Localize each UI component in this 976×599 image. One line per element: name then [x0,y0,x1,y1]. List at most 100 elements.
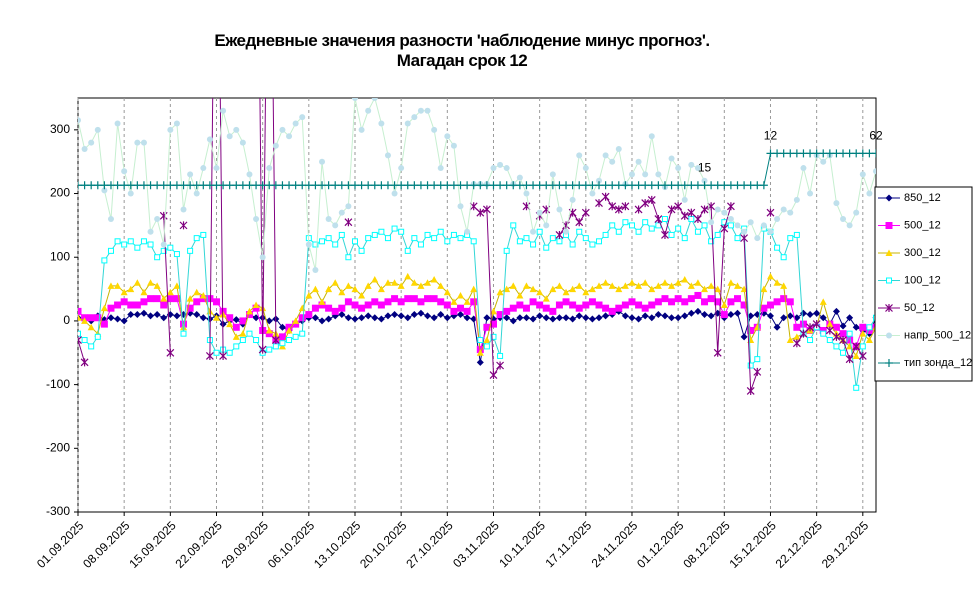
marker [562,288,570,296]
marker [193,190,200,197]
x-tick-label: 22.09.2025 [172,518,225,571]
marker [437,311,445,319]
marker [595,301,603,309]
marker [826,320,834,328]
x-tick-label: 08.12.2025 [680,518,733,571]
marker [319,238,326,245]
marker [628,279,636,286]
marker [747,326,755,334]
marker [780,254,787,261]
marker [411,114,418,121]
marker [344,298,352,306]
marker [529,315,537,323]
marker [312,266,319,273]
marker [641,304,649,312]
marker [319,158,326,165]
marker [160,295,168,302]
marker [338,311,346,319]
marker [450,298,458,305]
marker [819,326,827,334]
marker [846,330,853,337]
marker [127,190,134,197]
marker [859,330,867,337]
marker [292,333,299,340]
marker [786,336,794,344]
marker [820,330,827,337]
marker [793,333,801,340]
marker [417,298,425,306]
marker [569,196,576,203]
marker [107,314,115,322]
marker [200,165,207,172]
marker [582,314,590,322]
x-tick-label: 03.11.2025 [450,518,502,570]
marker [503,285,511,293]
marker [286,337,293,344]
marker [483,323,491,331]
marker [476,349,484,356]
marker [701,298,709,306]
marker [443,301,451,309]
legend-label: тип зонда_12 [904,357,972,369]
marker [226,133,233,140]
marker [701,177,708,184]
marker [516,238,523,245]
marker [180,323,188,331]
marker [404,295,412,303]
marker [344,218,353,227]
marker [859,323,867,331]
marker [483,343,490,350]
marker [845,355,854,364]
marker [239,139,246,146]
x-tick-label: 06.10.2025 [265,518,318,571]
marker [549,307,557,315]
marker [470,238,477,245]
marker [555,314,563,322]
marker [582,165,589,172]
marker [766,208,775,217]
marker [470,298,478,306]
marker [793,231,800,238]
legend-label: 850_12 [904,192,941,204]
marker [377,301,385,309]
marker [615,304,623,312]
marker [404,314,412,322]
marker [252,304,260,312]
marker [766,272,774,280]
marker [377,315,385,323]
legend-label: 500_12 [904,219,941,231]
marker [489,320,497,328]
marker [497,352,504,359]
marker [212,314,220,321]
marker [774,216,781,223]
marker [338,288,346,296]
marker [444,133,451,140]
marker [120,298,128,306]
marker [358,304,366,312]
marker [199,314,207,322]
marker [681,235,688,242]
marker [338,209,345,216]
marker [193,311,201,319]
marker [622,219,629,226]
marker [727,298,735,306]
marker [81,337,88,344]
marker [865,326,873,334]
marker [713,348,722,357]
marker [516,301,524,309]
plot-area [78,98,876,395]
marker [787,235,794,242]
marker [701,311,709,319]
marker [655,171,662,178]
marker [680,211,689,220]
marker [338,304,346,312]
marker [556,206,563,213]
marker [602,312,610,320]
marker [780,314,788,322]
marker [807,337,814,344]
marker [437,298,445,306]
marker [100,304,108,312]
marker [94,314,102,322]
marker [543,244,550,251]
marker [127,285,135,293]
